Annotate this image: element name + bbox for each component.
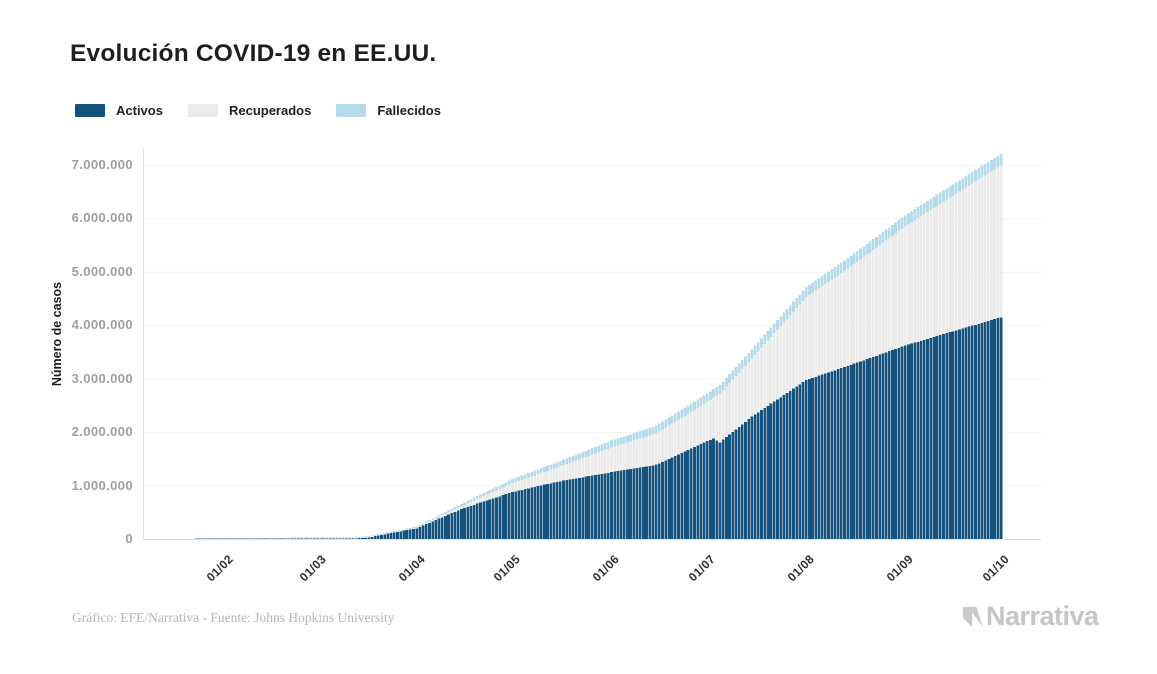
y-tick-label: 2.000.000 [71,424,133,440]
legend: Activos Recuperados Fallecidos [75,103,466,118]
legend-swatch-fallecidos [336,104,367,117]
y-tick-label: 5.000.000 [71,263,133,279]
y-tick-label: 1.000.000 [71,477,133,493]
y-tick-label: 4.000.000 [71,317,133,333]
legend-label-fallecidos: Fallecidos [377,103,441,118]
narrativa-logo-icon [962,606,984,627]
y-tick-label: 6.000.000 [71,210,133,226]
legend-swatch-recuperados [187,104,218,117]
chart-title: Evolución COVID-19 en EE.UU. [70,40,437,67]
narrativa-logo-text: Narrativa [986,601,1099,631]
y-tick-label: 3.000.000 [71,370,133,386]
legend-item-recuperados: Recuperados [187,103,312,118]
legend-item-fallecidos: Fallecidos [336,103,441,118]
legend-label-activos: Activos [116,103,163,118]
y-tick-label: 7.000.000 [71,156,133,172]
legend-item-activos: Activos [75,103,163,118]
source-credit: Gráfico: EFE/Narrativa - Fuente: Johns H… [72,610,395,625]
narrativa-logo: Narrativa [962,601,1099,632]
legend-label-recuperados: Recuperados [228,103,312,118]
legend-swatch-activos [75,104,105,117]
y-tick-label: 0 [125,531,133,546]
stacked-bars [194,154,1003,539]
